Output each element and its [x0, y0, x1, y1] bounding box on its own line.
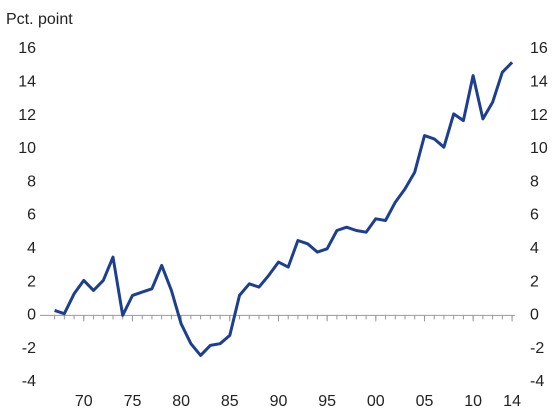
- y2-tick-label: 10: [530, 140, 548, 157]
- y-tick-label: 16: [18, 40, 36, 57]
- x-tick-label: 90: [270, 393, 288, 410]
- data-line: [54, 61, 514, 357]
- y-tick-label: 6: [27, 207, 36, 224]
- y2-tick-label: 6: [530, 207, 539, 224]
- y2-tick-label: 12: [530, 107, 548, 124]
- y2-tick-label: 2: [530, 273, 539, 290]
- y2-tick-label: 14: [530, 74, 548, 91]
- y-tick-label: -2: [22, 340, 36, 357]
- x-tick-label: 14: [503, 393, 521, 410]
- y2-tick-label: 0: [530, 307, 539, 324]
- y-tick-label: 2: [27, 273, 36, 290]
- x-tick-label: 70: [75, 393, 93, 410]
- y2-tick-label: 8: [530, 173, 539, 190]
- x-tick-label: 00: [367, 393, 385, 410]
- y2-tick-label: 16: [530, 40, 548, 57]
- y-tick-label: 8: [27, 173, 36, 190]
- y-tick-label: 14: [18, 74, 36, 91]
- y-tick-label: 4: [27, 240, 36, 257]
- y2-tick-label: -2: [530, 340, 544, 357]
- x-tick-label: 80: [172, 393, 190, 410]
- x-tick-label: 10: [464, 393, 482, 410]
- x-tick-label: 75: [124, 393, 142, 410]
- x-tick-label: 05: [416, 393, 434, 410]
- y-axis-label: Pct. point: [6, 11, 73, 28]
- y2-tick-label: 4: [530, 240, 539, 257]
- y-tick-label: 12: [18, 107, 36, 124]
- y-tick-label: -4: [22, 373, 36, 390]
- y-tick-label: 0: [27, 307, 36, 324]
- y-tick-label: 10: [18, 140, 36, 157]
- y2-tick-label: -4: [530, 373, 544, 390]
- x-tick-label: 95: [318, 393, 336, 410]
- x-tick-label: 85: [221, 393, 239, 410]
